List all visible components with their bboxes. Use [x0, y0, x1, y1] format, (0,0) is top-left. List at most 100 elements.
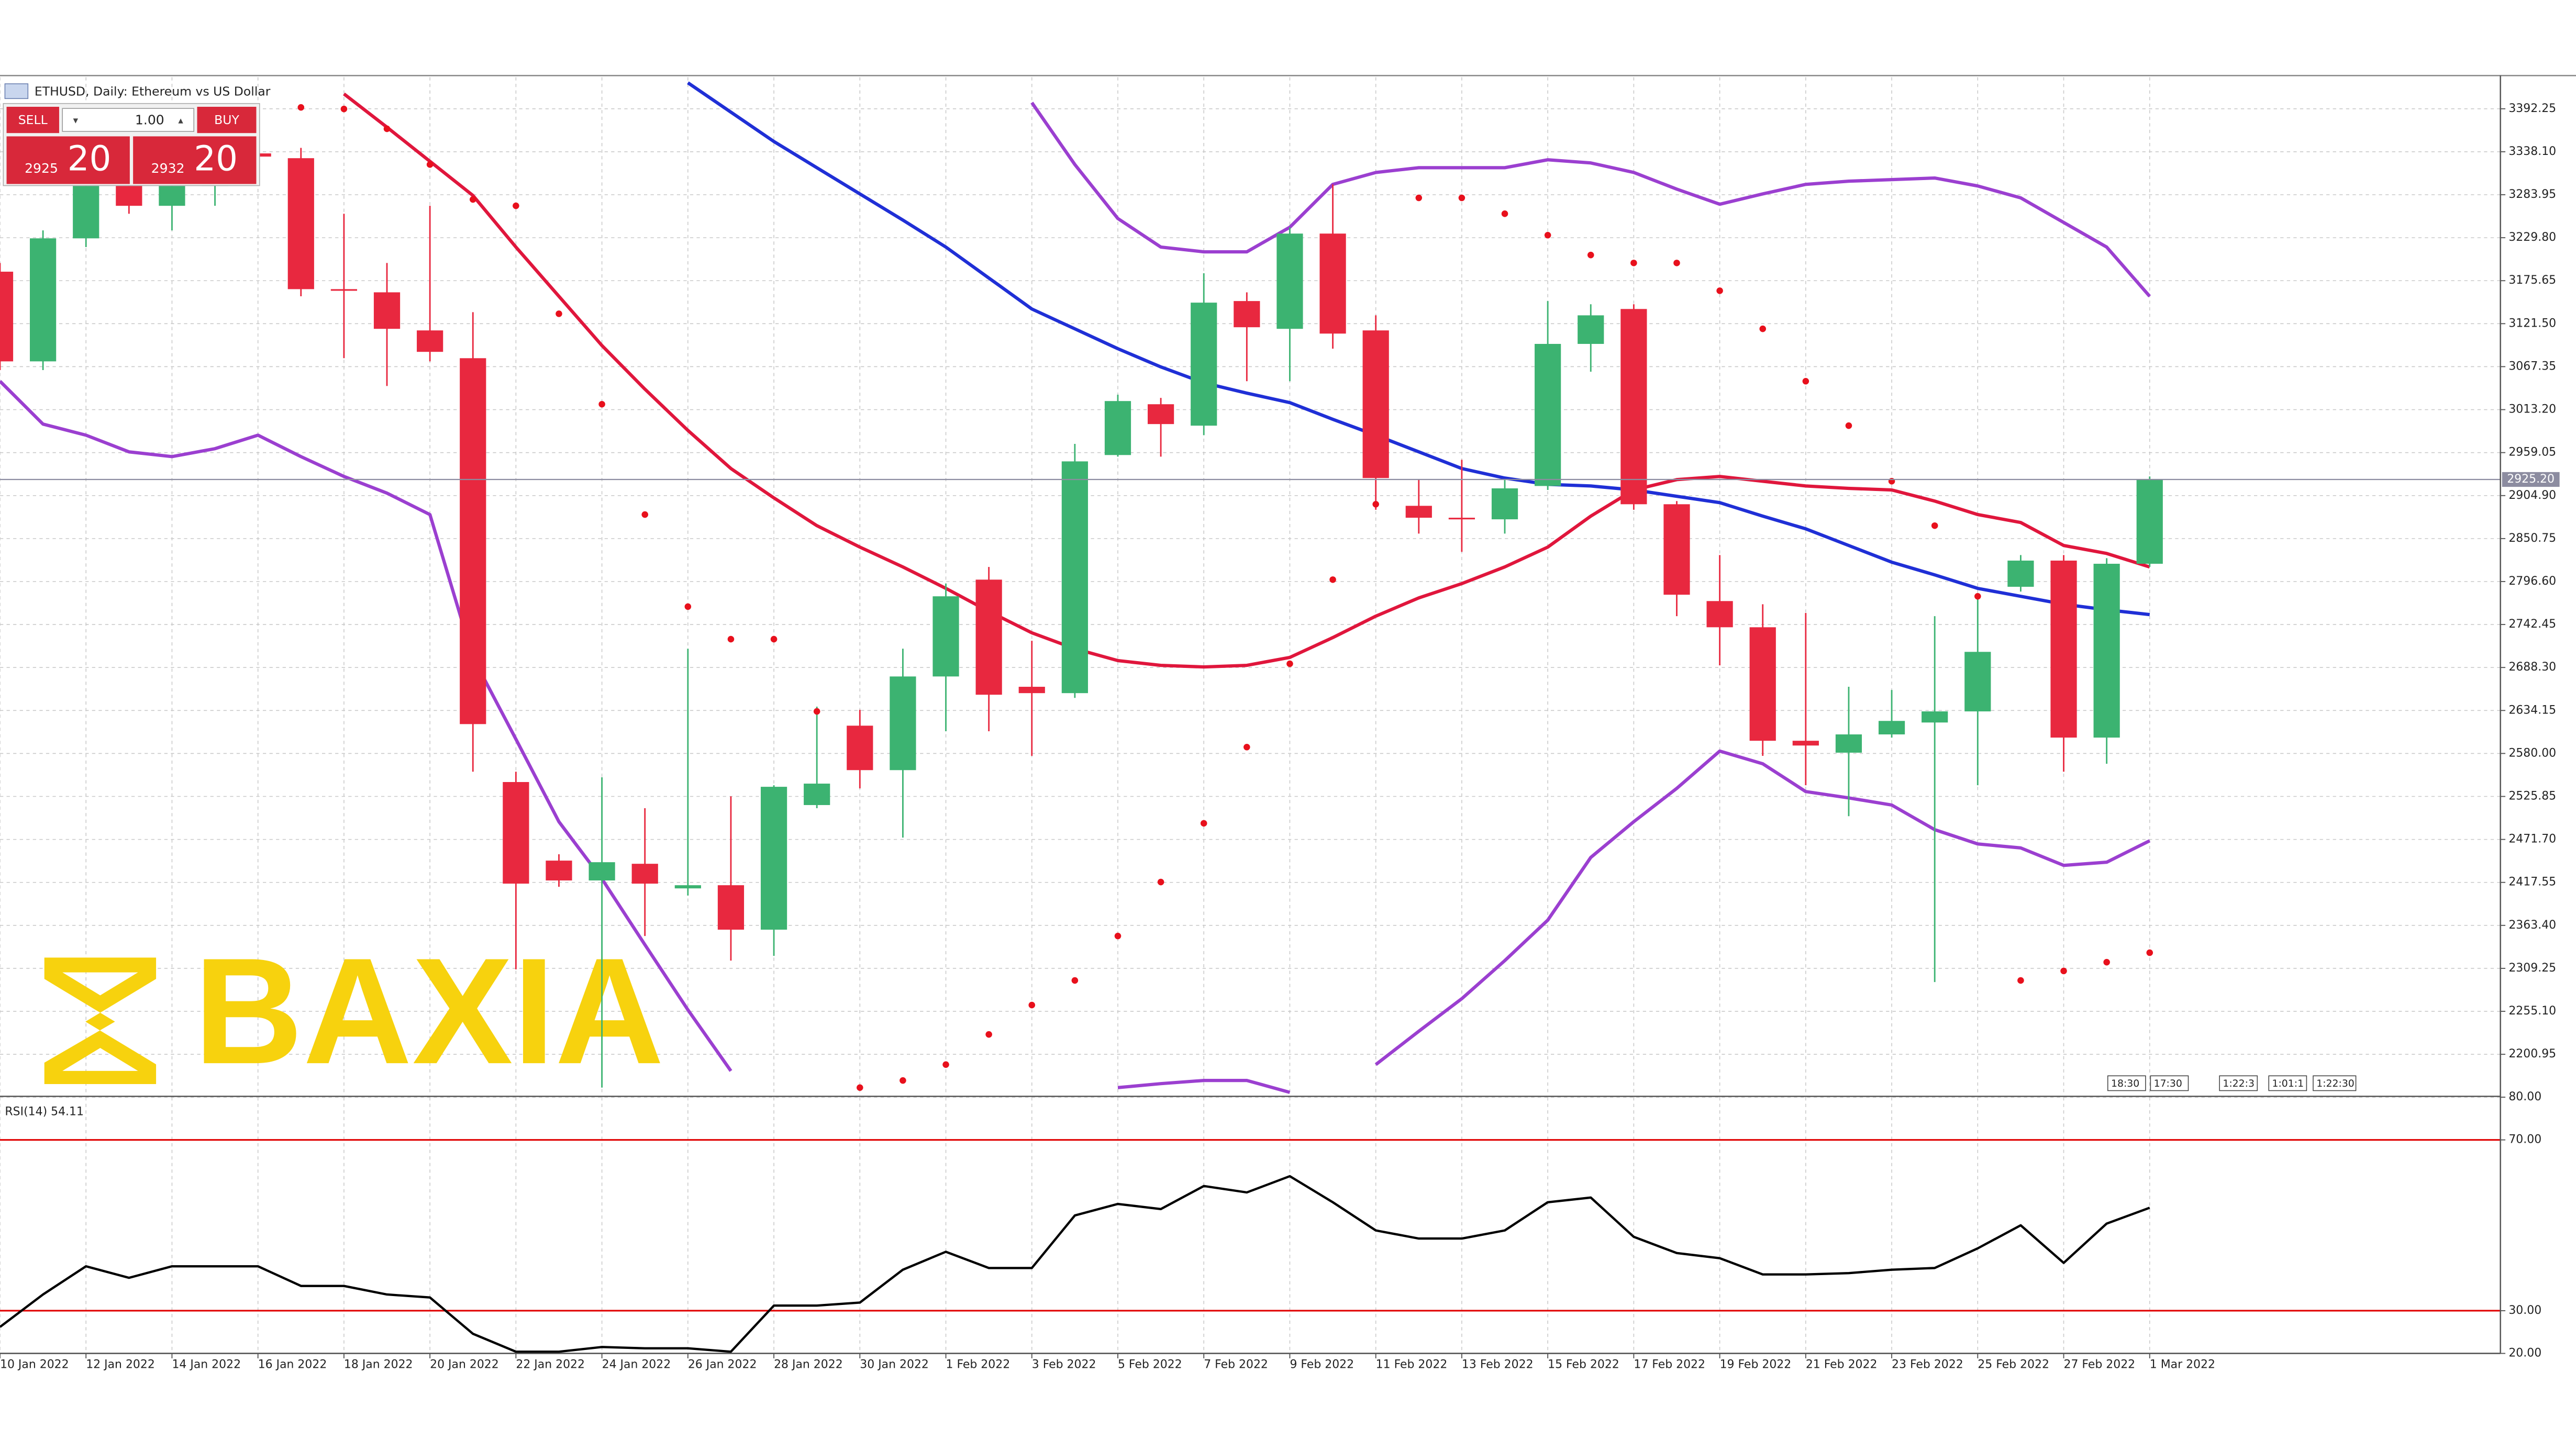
sar-dot [556, 310, 562, 317]
sar-dot [857, 1084, 863, 1091]
bid-box[interactable] [6, 136, 130, 184]
candle-body [1835, 734, 1862, 753]
volume-value: 1.00 [135, 113, 164, 128]
candle-body [1191, 303, 1217, 426]
y-tick-label: 2417.55 [2508, 876, 2556, 889]
candle-body [1276, 233, 1303, 329]
candle-body [890, 676, 916, 771]
time-marker: 18:30 [2111, 1078, 2139, 1089]
y-tick-label: 2471.70 [2508, 833, 2556, 846]
y-tick-label: 2688.30 [2508, 661, 2556, 674]
logo-text: BAXIA [194, 927, 664, 1096]
candle-body [460, 358, 486, 724]
sar-dot [684, 603, 692, 610]
candle-body [932, 596, 959, 677]
y-tick-label: 20.00 [2508, 1347, 2541, 1360]
x-tick-label: 10 Jan 2022 [0, 1358, 69, 1371]
candle-body [417, 330, 443, 352]
volume-up[interactable]: ▴ [178, 115, 183, 126]
sar-dot [2146, 949, 2153, 956]
last-price-box [2502, 472, 2560, 487]
x-tick-label: 13 Feb 2022 [1462, 1358, 1534, 1371]
y-tick-label: 2580.00 [2508, 746, 2556, 760]
last-price-label: 2925.20 [2507, 473, 2555, 486]
ask-box[interactable] [133, 136, 257, 184]
candle-body [1319, 233, 1346, 334]
y-tick-label: 30.00 [2508, 1304, 2541, 1317]
symbol-icon [4, 83, 29, 99]
bid-small: 2925 [25, 161, 58, 176]
sar-dot [1415, 194, 1423, 202]
sar-dot [1673, 260, 1680, 266]
y-tick-label: 2200.95 [2508, 1047, 2556, 1061]
time-marker: 1:01:1 [2272, 1078, 2304, 1089]
candle-body [804, 784, 830, 805]
candle-body [1792, 741, 1819, 746]
candle-body [589, 862, 615, 881]
sar-dot [1458, 194, 1465, 202]
volume-down[interactable]: ▾ [73, 115, 79, 126]
indicator-line [0, 380, 2151, 1094]
sar-dot [1716, 287, 1723, 294]
candle-body [1148, 404, 1174, 425]
candle-body [546, 861, 572, 881]
x-tick-label: 3 Feb 2022 [1032, 1358, 1096, 1371]
rsi-line [0, 1175, 2150, 1353]
candle-body [1964, 652, 1991, 712]
sar-dot [1931, 522, 1938, 529]
time-marker: 1:22:30 [2316, 1078, 2355, 1089]
main-plot [0, 81, 2501, 1094]
x-tick-label: 21 Feb 2022 [1806, 1358, 1878, 1371]
time-marker-box [2150, 1075, 2189, 1091]
candle-body [73, 186, 99, 239]
x-tick-label: 11 Feb 2022 [1376, 1358, 1448, 1371]
x-tick-label: 5 Feb 2022 [1118, 1358, 1182, 1371]
sell-button[interactable] [6, 107, 59, 133]
x-tick-label: 7 Feb 2022 [1204, 1358, 1268, 1371]
y-tick-label: 2309.25 [2508, 962, 2556, 975]
buy-button[interactable] [197, 107, 257, 133]
x-tick-label: 25 Feb 2022 [1978, 1358, 2049, 1371]
candle-body [30, 238, 57, 362]
sar-dot [770, 635, 778, 643]
candle-body [159, 186, 185, 206]
sar-dot [2103, 958, 2110, 966]
bid-big: 20 [68, 139, 112, 179]
candle-body [717, 885, 745, 930]
candle-body [631, 864, 658, 884]
candle-body [1749, 627, 1776, 741]
sar-dot [1372, 501, 1379, 508]
candle-body [1234, 301, 1260, 328]
x-tick-label: 16 Jan 2022 [258, 1358, 327, 1371]
candle-body [975, 579, 1002, 695]
sell-label: SELL [18, 113, 48, 127]
sar-dot [426, 161, 434, 168]
y-tick-label: 2634.15 [2508, 704, 2556, 717]
sar-dot [985, 1031, 992, 1038]
y-tick-label: 2742.45 [2508, 618, 2556, 631]
y-tick-label: 3392.25 [2508, 102, 2556, 115]
sar-dot [2060, 967, 2067, 975]
volume-input[interactable] [62, 108, 195, 132]
ask-big: 20 [194, 139, 238, 179]
sar-dot [1630, 260, 1637, 266]
candle-body [503, 782, 529, 884]
x-tick-label: 1 Mar 2022 [2150, 1358, 2215, 1371]
x-tick-label: 23 Feb 2022 [1892, 1358, 1963, 1371]
rsi-title: RSI(14) 54.11 [5, 1105, 84, 1118]
trade-panel: SELL ▾ ▴ 1.00 BUY 2925 20 2932 20 [3, 103, 260, 186]
buy-label: BUY [214, 113, 239, 127]
candle-body [674, 885, 701, 889]
sar-dot [1329, 576, 1336, 583]
candle-body [1362, 330, 1389, 478]
sar-dot [1071, 977, 1079, 984]
y-tick-label: 2796.60 [2508, 575, 2556, 588]
candle-body [330, 289, 358, 291]
x-tick-label: 18 Jan 2022 [344, 1358, 413, 1371]
sar-dot [1243, 744, 1250, 751]
sar-dot [1200, 820, 1207, 827]
candle-body [1061, 461, 1088, 694]
